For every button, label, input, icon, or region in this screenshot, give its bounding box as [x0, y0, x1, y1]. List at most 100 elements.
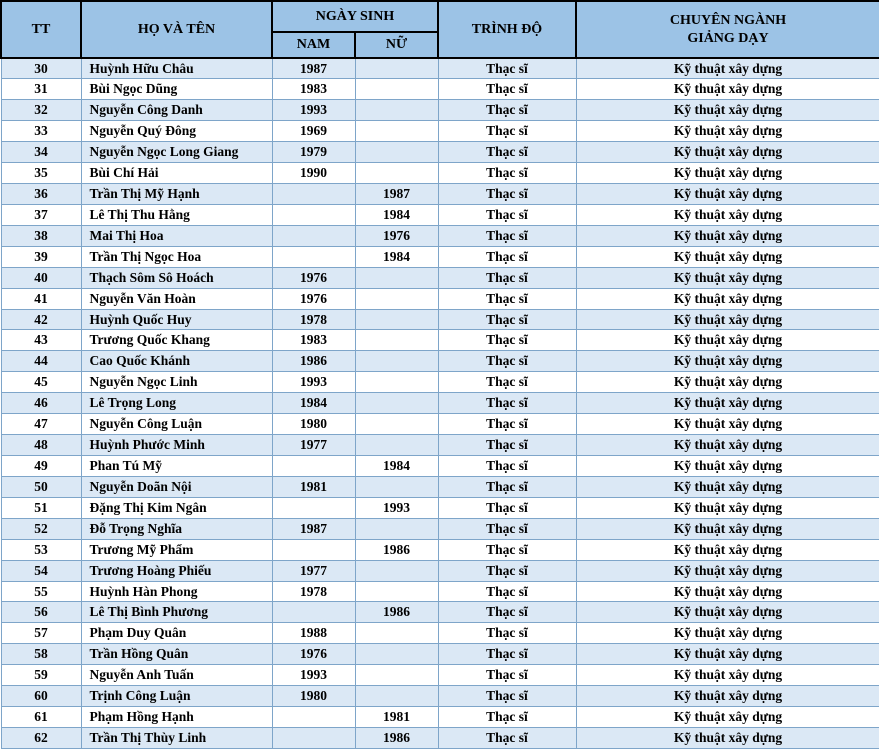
cell-name: Trần Hồng Quân — [80, 643, 273, 666]
cell-qualification: Thạc sĩ — [437, 99, 577, 122]
cell-tt: 62 — [0, 727, 82, 749]
table-row: 50 Nguyễn Doãn Nội 1981 Thạc sĩ Kỹ thuật… — [0, 475, 879, 498]
cell-name: Trịnh Công Luận — [80, 685, 273, 708]
cell-tt: 31 — [0, 78, 82, 101]
cell-qualification: Thạc sĩ — [437, 141, 577, 164]
table-row: 49 Phan Tú Mỹ 1984 Thạc sĩ Kỹ thuật xây … — [0, 455, 879, 477]
cell-birth-year-female: 1986 — [354, 727, 439, 749]
cell-teaching-major: Kỹ thuật xây dựng — [575, 643, 879, 666]
cell-birth-year-female: 1976 — [354, 224, 439, 247]
table-row: 34 Nguyễn Ngọc Long Giang 1979 Thạc sĩ K… — [0, 141, 879, 164]
cell-name: Huỳnh Quốc Huy — [80, 308, 273, 331]
cell-qualification: Thạc sĩ — [437, 538, 577, 561]
table-row: 62 Trần Thị Thùy Linh 1986 Thạc sĩ Kỹ th… — [0, 727, 879, 749]
cell-teaching-major: Kỹ thuật xây dựng — [575, 371, 879, 394]
cell-name: Nguyễn Anh Tuấn — [80, 664, 273, 687]
cell-birth-year-male: 1977 — [271, 434, 356, 457]
header-female: NỮ — [354, 31, 439, 59]
cell-birth-year-female — [354, 434, 439, 457]
table-row: 38 Mai Thị Hoa 1976 Thạc sĩ Kỹ thuật xây… — [0, 224, 879, 247]
cell-tt: 57 — [0, 622, 82, 645]
cell-qualification: Thạc sĩ — [437, 622, 577, 645]
cell-name: Nguyễn Doãn Nội — [80, 475, 273, 498]
cell-birth-year-male: 1983 — [271, 329, 356, 352]
table-row: 31 Bùi Ngọc Dũng 1983 Thạc sĩ Kỹ thuật x… — [0, 78, 879, 101]
cell-birth-year-female — [354, 350, 439, 373]
cell-qualification: Thạc sĩ — [437, 559, 577, 582]
cell-qualification: Thạc sĩ — [437, 413, 577, 436]
cell-tt: 48 — [0, 434, 82, 457]
cell-tt: 47 — [0, 413, 82, 436]
cell-teaching-major: Kỹ thuật xây dựng — [575, 601, 879, 624]
cell-name: Cao Quốc Khánh — [80, 350, 273, 373]
cell-tt: 30 — [0, 57, 82, 80]
cell-tt: 61 — [0, 706, 82, 728]
cell-tt: 50 — [0, 475, 82, 498]
cell-tt: 41 — [0, 287, 82, 310]
cell-birth-year-female: 1981 — [354, 706, 439, 728]
cell-teaching-major: Kỹ thuật xây dựng — [575, 455, 879, 477]
cell-birth-year-female — [354, 57, 439, 80]
table-header: TT HỌ VÀ TÊN NGÀY SINH TRÌNH ĐỘ CHUYÊN N… — [0, 0, 879, 59]
cell-name: Nguyễn Văn Hoàn — [80, 287, 273, 310]
table-row: 52 Đỗ Trọng Nghĩa 1987 Thạc sĩ Kỹ thuật … — [0, 517, 879, 540]
cell-name: Nguyễn Công Danh — [80, 99, 273, 122]
table-row: 51 Đặng Thị Kim Ngân 1993 Thạc sĩ Kỹ thu… — [0, 496, 879, 519]
cell-birth-year-female — [354, 287, 439, 310]
cell-birth-year-female — [354, 99, 439, 122]
cell-birth-year-male — [271, 183, 356, 205]
cell-tt: 56 — [0, 601, 82, 624]
cell-teaching-major: Kỹ thuật xây dựng — [575, 120, 879, 143]
cell-birth-year-male: 1977 — [271, 559, 356, 582]
cell-birth-year-male: 1979 — [271, 141, 356, 164]
table-row: 44 Cao Quốc Khánh 1986 Thạc sĩ Kỹ thuật … — [0, 350, 879, 373]
cell-birth-year-male — [271, 601, 356, 624]
cell-tt: 37 — [0, 203, 82, 226]
cell-qualification: Thạc sĩ — [437, 392, 577, 415]
table-row: 39 Trần Thị Ngọc Hoa 1984 Thạc sĩ Kỹ thu… — [0, 245, 879, 268]
cell-teaching-major: Kỹ thuật xây dựng — [575, 434, 879, 457]
cell-birth-year-male — [271, 245, 356, 268]
cell-teaching-major: Kỹ thuật xây dựng — [575, 475, 879, 498]
cell-birth-year-male: 1986 — [271, 350, 356, 373]
cell-teaching-major: Kỹ thuật xây dựng — [575, 245, 879, 268]
cell-teaching-major: Kỹ thuật xây dựng — [575, 329, 879, 352]
cell-teaching-major: Kỹ thuật xây dựng — [575, 162, 879, 185]
cell-name: Phạm Hồng Hạnh — [80, 706, 273, 728]
header-tt: TT — [0, 0, 82, 59]
cell-teaching-major: Kỹ thuật xây dựng — [575, 183, 879, 205]
cell-name: Nguyễn Ngọc Long Giang — [80, 141, 273, 164]
cell-name: Trương Hoàng Phiếu — [80, 559, 273, 582]
cell-birth-year-male: 1983 — [271, 78, 356, 101]
cell-birth-year-female — [354, 475, 439, 498]
cell-name: Bùi Ngọc Dũng — [80, 78, 273, 101]
cell-qualification: Thạc sĩ — [437, 517, 577, 540]
cell-name: Phạm Duy Quân — [80, 622, 273, 645]
cell-name: Trương Quốc Khang — [80, 329, 273, 352]
cell-teaching-major: Kỹ thuật xây dựng — [575, 266, 879, 289]
header-level: TRÌNH ĐỘ — [437, 0, 577, 59]
cell-birth-year-female — [354, 559, 439, 582]
cell-birth-year-female — [354, 308, 439, 331]
cell-tt: 59 — [0, 664, 82, 687]
table-row: 36 Trần Thị Mỹ Hạnh 1987 Thạc sĩ Kỹ thuậ… — [0, 183, 879, 205]
cell-birth-year-female — [354, 517, 439, 540]
cell-name: Huỳnh Phước Minh — [80, 434, 273, 457]
cell-qualification: Thạc sĩ — [437, 685, 577, 708]
table-row: 48 Huỳnh Phước Minh 1977 Thạc sĩ Kỹ thuậ… — [0, 434, 879, 457]
cell-tt: 42 — [0, 308, 82, 331]
cell-teaching-major: Kỹ thuật xây dựng — [575, 706, 879, 728]
cell-tt: 34 — [0, 141, 82, 164]
cell-birth-year-female — [354, 120, 439, 143]
cell-teaching-major: Kỹ thuật xây dựng — [575, 559, 879, 582]
cell-birth-year-female: 1986 — [354, 601, 439, 624]
cell-tt: 38 — [0, 224, 82, 247]
cell-birth-year-female — [354, 141, 439, 164]
cell-tt: 35 — [0, 162, 82, 185]
cell-name: Trần Thị Thùy Linh — [80, 727, 273, 749]
table-row: 47 Nguyễn Công Luận 1980 Thạc sĩ Kỹ thuậ… — [0, 413, 879, 436]
cell-teaching-major: Kỹ thuật xây dựng — [575, 622, 879, 645]
cell-qualification: Thạc sĩ — [437, 162, 577, 185]
cell-birth-year-female — [354, 580, 439, 603]
cell-qualification: Thạc sĩ — [437, 224, 577, 247]
